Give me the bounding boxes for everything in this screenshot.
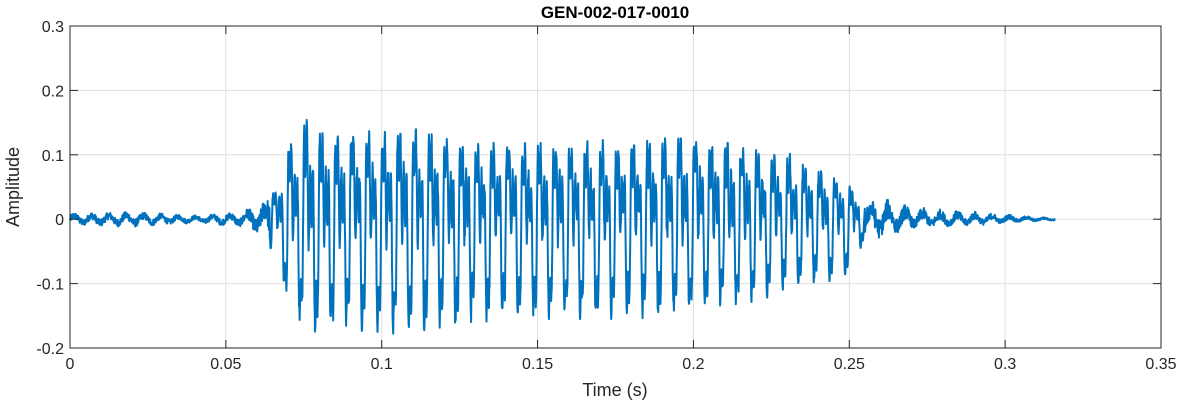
x-tick-label: 0.3 — [994, 356, 1016, 373]
axes-box — [69, 25, 1162, 349]
x-tick-label: 0.05 — [210, 356, 241, 373]
y-tick-label: 0.1 — [42, 148, 64, 165]
x-tick-label: 0.35 — [1145, 356, 1176, 373]
x-tick-label: 0.25 — [834, 356, 865, 373]
y-tick-label: 0.2 — [42, 83, 64, 100]
y-tick-label: 0.3 — [42, 19, 64, 36]
waveform-line — [69, 118, 1056, 335]
x-tick-label: 0 — [66, 356, 75, 373]
y-tick-label: -0.2 — [36, 341, 64, 358]
y-tick-label: -0.1 — [36, 277, 64, 294]
y-tick-label: 0 — [55, 212, 64, 229]
tick-marks — [69, 25, 1162, 349]
y-axis-label: Amplitude — [3, 147, 23, 227]
x-tick-label: 0.1 — [371, 356, 393, 373]
x-tick-label: 0.2 — [682, 356, 704, 373]
chart-title: GEN-002-017-0010 — [541, 3, 689, 22]
x-tick-label: 0.15 — [522, 356, 553, 373]
x-tick-labels: 0 0.05 0.1 0.15 0.2 0.25 0.3 0.35 — [66, 356, 1177, 373]
y-tick-labels: -0.2 -0.1 0 0.1 0.2 0.3 — [36, 19, 64, 358]
x-axis-label: Time (s) — [582, 380, 647, 400]
